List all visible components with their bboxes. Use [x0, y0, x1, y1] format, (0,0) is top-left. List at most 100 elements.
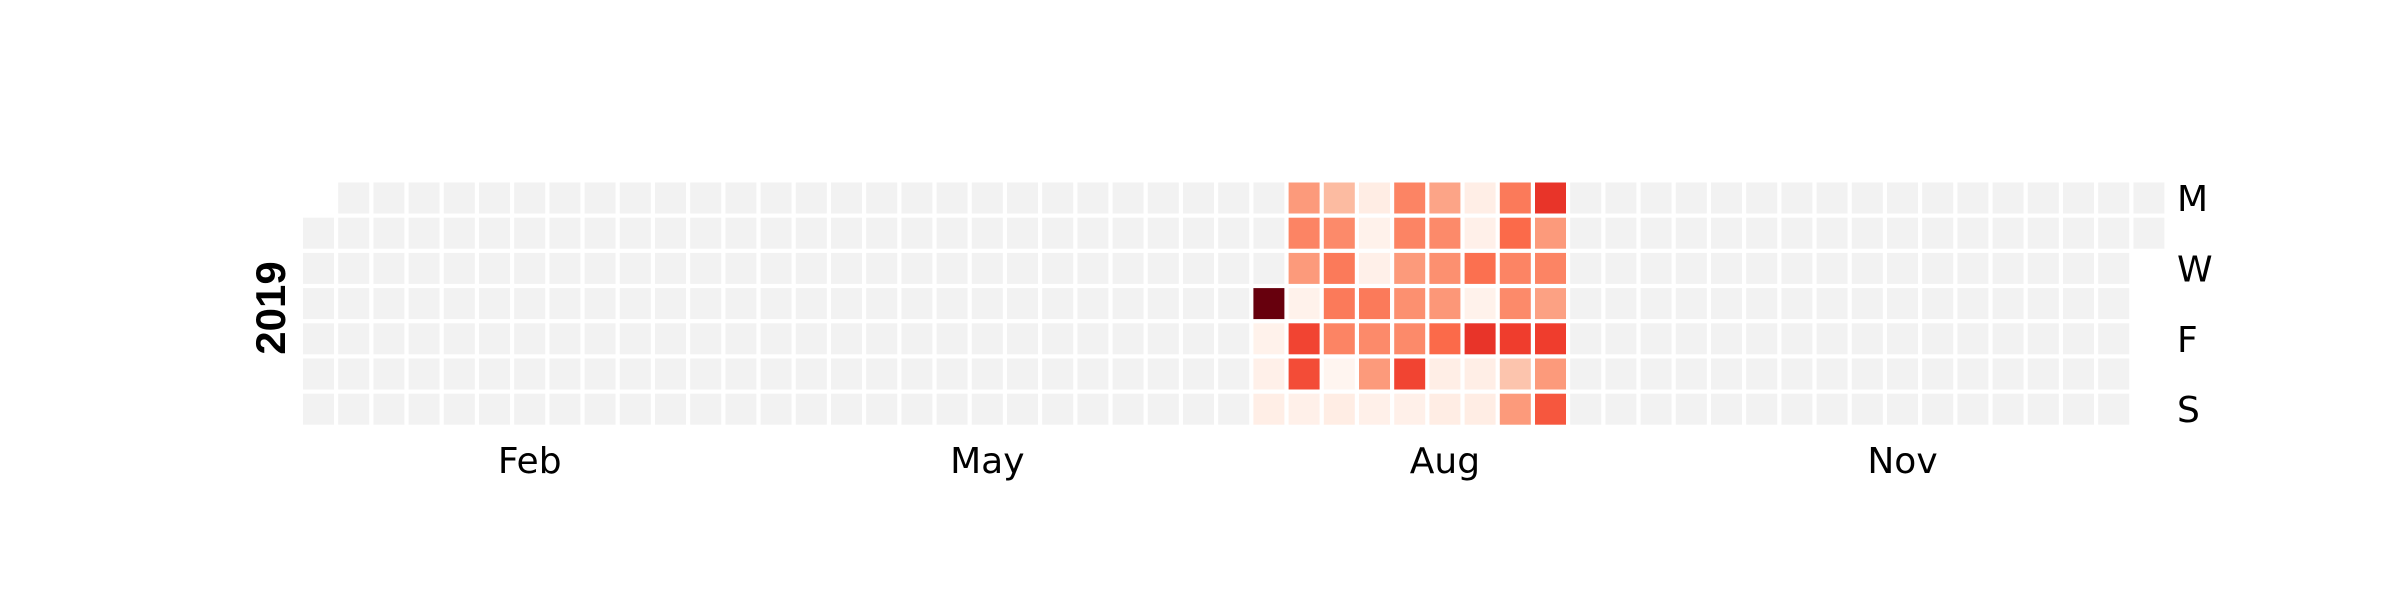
day-cell	[1007, 358, 1038, 390]
day-cell	[408, 252, 440, 284]
day-cell	[1183, 182, 1214, 214]
day-cell	[549, 252, 581, 284]
day-cell	[795, 358, 827, 390]
day-cell	[1218, 393, 1250, 425]
day-cell	[2098, 182, 2130, 214]
day-cell	[1288, 217, 1320, 249]
day-cell	[901, 358, 933, 390]
day-cell	[373, 252, 405, 284]
day-cell	[1429, 393, 1461, 425]
day-cell	[1077, 217, 1109, 249]
day-cell	[1183, 393, 1214, 425]
day-cell	[514, 217, 546, 249]
day-cell	[549, 358, 581, 390]
day-cell	[1781, 393, 1813, 425]
day-cell	[443, 358, 475, 390]
day-cell	[901, 217, 933, 249]
day-cell	[479, 217, 510, 249]
day-cell	[1640, 182, 1672, 214]
day-cell	[1429, 323, 1461, 355]
day-cell	[690, 393, 722, 425]
day-cell	[2063, 288, 2094, 320]
day-cell	[1535, 288, 1566, 320]
day-cell	[2098, 358, 2130, 390]
day-cell	[1640, 252, 1672, 284]
day-cell	[971, 358, 1003, 390]
day-cell	[760, 358, 792, 390]
day-cell	[1183, 252, 1214, 284]
day-cell	[936, 393, 968, 425]
day-cell	[1042, 358, 1074, 390]
day-cell	[2027, 252, 2059, 284]
day-cell	[1218, 182, 1250, 214]
day-cell	[1570, 288, 1602, 320]
day-cell	[1535, 393, 1566, 425]
day-cell	[1042, 182, 1074, 214]
day-cell	[1147, 182, 1179, 214]
day-cell	[1851, 393, 1883, 425]
day-cell	[1675, 358, 1707, 390]
day-cell	[1429, 217, 1461, 249]
day-cell	[408, 358, 440, 390]
day-cell	[831, 252, 862, 284]
day-cell	[408, 288, 440, 320]
day-cell	[2098, 393, 2130, 425]
day-cell	[1464, 288, 1496, 320]
day-cell	[2098, 288, 2130, 320]
day-cell	[971, 217, 1003, 249]
day-cell	[1711, 323, 1742, 355]
day-cell	[1359, 358, 1390, 390]
day-cell	[1147, 252, 1179, 284]
day-cell	[549, 393, 581, 425]
day-cell	[1323, 288, 1355, 320]
day-cell	[1640, 393, 1672, 425]
day-cell	[1042, 252, 1074, 284]
day-cell	[690, 288, 722, 320]
day-cell	[1992, 182, 2024, 214]
day-cell	[514, 358, 546, 390]
day-cell	[373, 393, 405, 425]
day-cell	[1887, 182, 1918, 214]
weekday-label-s: S	[2177, 390, 2200, 431]
day-cell	[760, 252, 792, 284]
day-cell	[1359, 217, 1390, 249]
day-cell	[1394, 288, 1426, 320]
day-cell	[1711, 252, 1742, 284]
day-cell	[1218, 252, 1250, 284]
day-cell	[2027, 323, 2059, 355]
day-cell	[1183, 217, 1214, 249]
day-cell	[1112, 217, 1144, 249]
day-cell	[1851, 217, 1883, 249]
day-cell	[1288, 182, 1320, 214]
day-cell	[1042, 323, 1074, 355]
weekday-label-w: W	[2177, 249, 2213, 290]
day-cell	[1253, 323, 1285, 355]
day-cell	[1183, 323, 1214, 355]
day-cell	[866, 288, 898, 320]
day-cell	[1992, 393, 2024, 425]
day-cell	[1957, 358, 1989, 390]
day-cell	[1711, 288, 1742, 320]
day-cell	[443, 288, 475, 320]
day-cell	[1746, 182, 1778, 214]
day-cell	[1499, 393, 1531, 425]
weekday-label-m: M	[2177, 179, 2208, 220]
day-cell	[1499, 323, 1531, 355]
day-cell	[725, 182, 757, 214]
day-cell	[1147, 288, 1179, 320]
day-cell	[1429, 252, 1461, 284]
day-cell	[303, 217, 334, 249]
day-cell	[1851, 288, 1883, 320]
day-cell	[831, 393, 862, 425]
day-cell	[1464, 182, 1496, 214]
day-cell	[1746, 393, 1778, 425]
day-cell	[1464, 393, 1496, 425]
day-cell	[936, 217, 968, 249]
day-cell	[901, 252, 933, 284]
day-cell	[373, 288, 405, 320]
day-cell	[303, 323, 334, 355]
day-cell	[1675, 252, 1707, 284]
day-cell	[1253, 217, 1285, 249]
day-cell	[584, 252, 616, 284]
day-cell	[1218, 323, 1250, 355]
